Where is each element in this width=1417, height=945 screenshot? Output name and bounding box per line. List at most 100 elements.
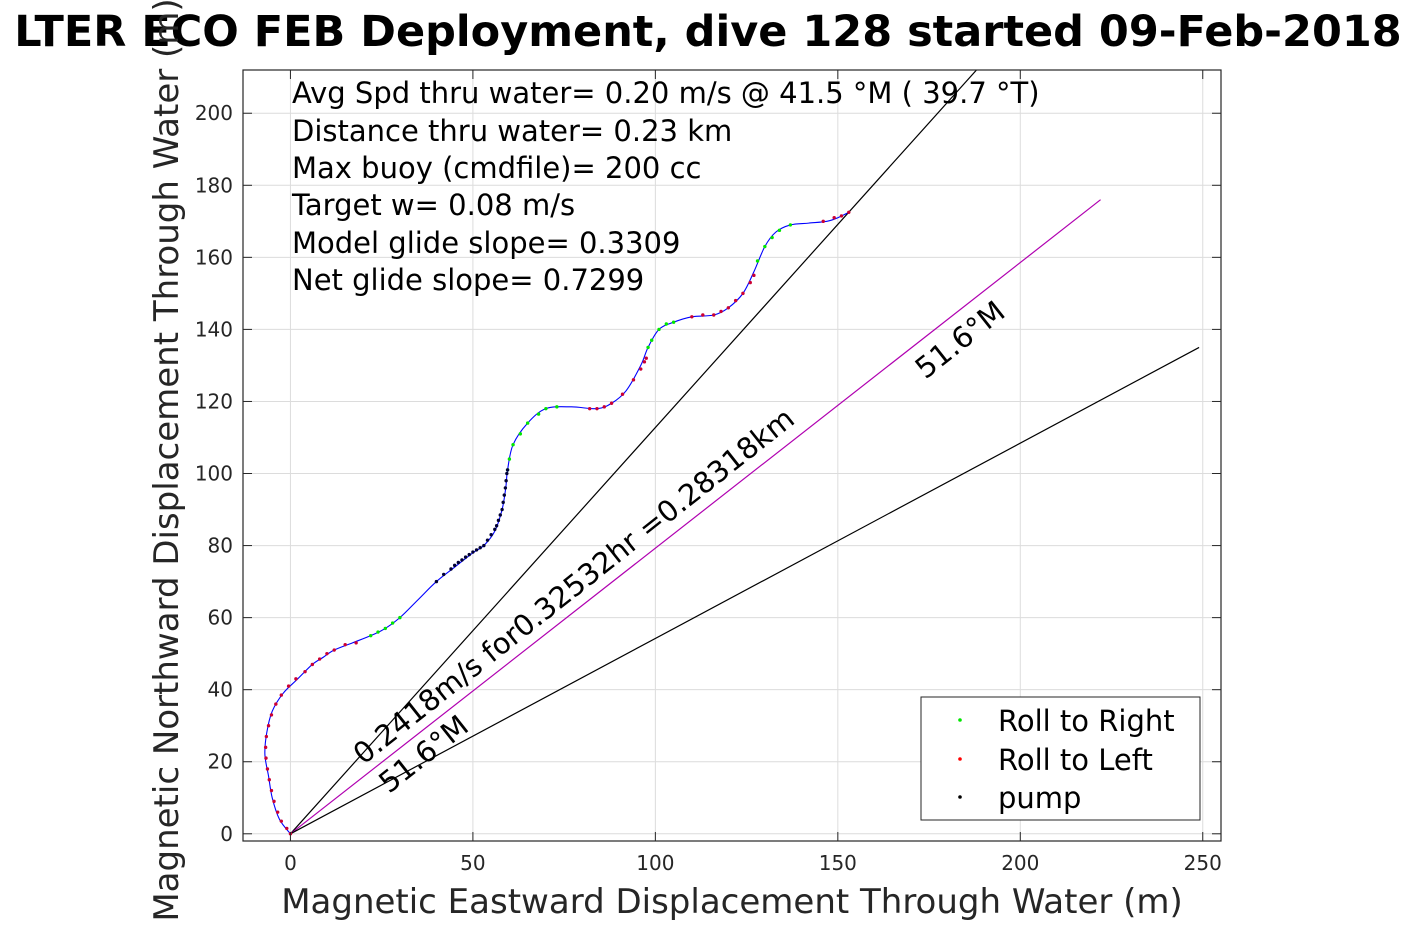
legend: Roll to Right Roll to Left pump: [920, 696, 1201, 821]
roll-right-point: [788, 223, 793, 227]
y-axis-label: Magnetic Northward Displacement Through …: [147, 0, 187, 922]
legend-label-roll-right: Roll to Right: [998, 704, 1175, 738]
reference-line: [289, 70, 977, 835]
pump-point: [478, 546, 482, 550]
roll-left-point: [332, 648, 336, 652]
roll-left-point: [317, 657, 322, 661]
x-tick-label: 150: [819, 851, 857, 875]
axis-ticks: [243, 70, 1221, 841]
y-tick-label: 60: [208, 606, 233, 630]
roll-left-point: [631, 378, 636, 382]
roll-left-point: [741, 291, 745, 296]
roll-left-point: [266, 724, 271, 728]
y-tick-label: 160: [195, 245, 233, 269]
roll-left-point: [752, 273, 756, 278]
legend-box: [920, 696, 1201, 821]
roll-right-point: [518, 432, 523, 436]
roll-left-point: [847, 210, 851, 215]
y-tick-label: 120: [195, 389, 233, 413]
legend-marker-roll-right: [958, 718, 962, 722]
pump-point: [482, 543, 486, 548]
pump-point: [505, 468, 510, 472]
plot-frame: [242, 69, 1222, 842]
roll-right-point: [763, 244, 767, 249]
reference-line: [290, 346, 1200, 835]
x-tick-label: 0: [284, 851, 297, 875]
roll-left-point: [272, 799, 276, 804]
roll-left-point: [285, 826, 289, 831]
pump-point: [460, 558, 464, 562]
model-heading-line: [290, 199, 1101, 835]
roll-right-point: [544, 406, 548, 411]
roll-left-point: [644, 356, 648, 360]
roll-right-point: [770, 235, 774, 240]
legend-label-pump: pump: [998, 781, 1081, 815]
roll-left-point: [712, 313, 716, 317]
roll-left-point: [642, 360, 647, 364]
pump-point: [434, 579, 439, 584]
pump-point: [505, 471, 509, 476]
pump-point: [452, 563, 457, 568]
reference-lines: [289, 70, 1200, 835]
roll-left-point: [748, 280, 752, 285]
pump-point: [504, 479, 508, 483]
info-line-net-glide: Net glide slope= 0.7299: [292, 263, 644, 297]
tick-labels: 0 50 100 150 200 250 0 20 40 60 80 100 120 140 160 180 2…: [195, 101, 1222, 875]
pump-point: [471, 550, 475, 554]
roll-right-point: [525, 421, 530, 425]
roll-right-point: [555, 405, 559, 409]
roll-left-point: [267, 778, 271, 782]
roll-right-point: [646, 345, 650, 350]
roll-left-point: [263, 745, 268, 750]
info-line-model-glide: Model glide slope= 0.3309: [292, 226, 680, 260]
roll-right-point: [650, 338, 654, 342]
y-tick-label: 80: [208, 534, 233, 558]
roll-left-point: [286, 684, 291, 688]
roll-left-point: [701, 313, 705, 317]
roll-left-point: [821, 219, 825, 224]
y-tick-label: 180: [195, 173, 233, 197]
info-line-max-buoy: Max buoy (cmdfile)= 200 cc: [292, 151, 701, 185]
legend-label-roll-left: Roll to Left: [998, 743, 1153, 777]
roll-left-point: [639, 367, 643, 371]
roll-right-point: [398, 615, 402, 620]
roll-right-point: [755, 259, 760, 263]
roll-right-point: [507, 457, 512, 461]
y-tick-label: 100: [195, 462, 233, 486]
pump-point: [463, 555, 468, 559]
legend-marker-roll-left: [958, 757, 962, 761]
roll-left-point: [587, 406, 592, 411]
pump-point: [489, 533, 493, 537]
roll-left-point: [279, 819, 284, 823]
roll-right-point: [536, 412, 541, 416]
pump-point: [500, 507, 504, 512]
pump-point: [474, 548, 479, 552]
points-layer: [263, 210, 851, 836]
roll-left-point: [832, 216, 836, 220]
pump-point: [501, 500, 505, 505]
grid-lines: [243, 70, 1221, 841]
roll-left-point: [595, 406, 599, 411]
y-tick-label: 0: [220, 822, 233, 846]
roll-left-point: [269, 788, 274, 793]
roll-left-point: [310, 662, 315, 667]
roll-right-point: [390, 621, 395, 625]
roll-left-point: [609, 401, 614, 405]
info-line-distance: Distance thru water= 0.23 km: [292, 114, 732, 148]
pump-point: [467, 552, 471, 557]
x-tick-label: 250: [1184, 851, 1222, 875]
roll-left-point: [264, 756, 268, 760]
roll-right-point: [664, 322, 669, 326]
pump-point: [449, 567, 453, 571]
info-line-avg-speed: Avg Spd thru water= 0.20 m/s @ 41.5 °M (…: [292, 76, 1040, 110]
y-tick-label: 40: [208, 678, 233, 702]
roll-left-point: [602, 405, 606, 409]
roll-left-point: [274, 702, 278, 706]
roll-left-point: [719, 309, 723, 314]
x-axis-label: Magnetic Eastward Displacement Through W…: [281, 882, 1183, 922]
pump-point: [456, 560, 461, 565]
roll-left-point: [354, 641, 358, 645]
x-tick-label: 50: [460, 851, 485, 875]
roll-left-point: [275, 810, 280, 814]
roll-left-point: [265, 767, 270, 771]
